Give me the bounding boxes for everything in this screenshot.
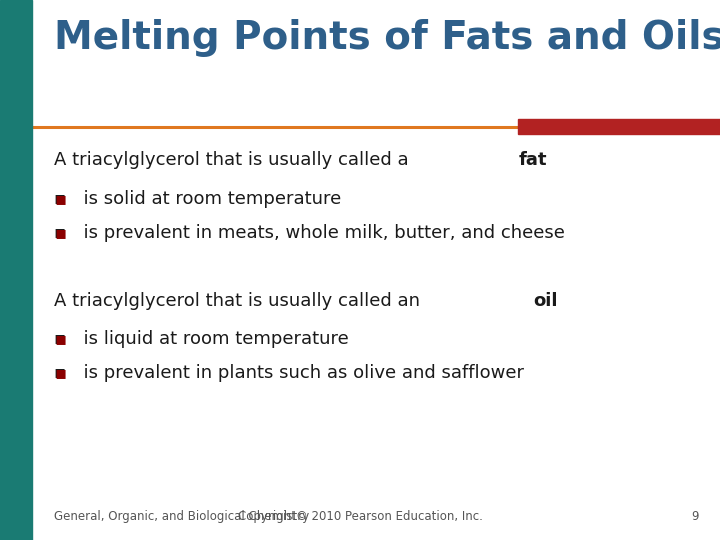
Text: Copyright© 2010 Pearson Education, Inc.: Copyright© 2010 Pearson Education, Inc. bbox=[238, 510, 482, 523]
Text: oil: oil bbox=[534, 292, 558, 309]
Text: ▪   is liquid at room temperature: ▪ is liquid at room temperature bbox=[54, 330, 348, 348]
Text: fat: fat bbox=[519, 151, 547, 169]
Text: A triacylglycerol that is usually called a: A triacylglycerol that is usually called… bbox=[54, 151, 415, 169]
Text: ▪: ▪ bbox=[54, 190, 66, 208]
Bar bbox=[518, 119, 720, 134]
Text: ▪   is prevalent in plants such as olive and safflower: ▪ is prevalent in plants such as olive a… bbox=[54, 364, 524, 382]
Text: ▪   is prevalent in meats, whole milk, butter, and cheese: ▪ is prevalent in meats, whole milk, but… bbox=[54, 224, 565, 241]
Text: ▪   is solid at room temperature: ▪ is solid at room temperature bbox=[54, 190, 341, 208]
Text: 9: 9 bbox=[691, 510, 698, 523]
Text: Melting Points of Fats and Oils: Melting Points of Fats and Oils bbox=[54, 19, 720, 57]
Text: ▪: ▪ bbox=[54, 330, 66, 348]
Bar bbox=[0, 0, 32, 540]
Text: A triacylglycerol that is usually called an: A triacylglycerol that is usually called… bbox=[54, 292, 426, 309]
Text: General, Organic, and Biological Chemistry: General, Organic, and Biological Chemist… bbox=[54, 510, 310, 523]
Text: ▪: ▪ bbox=[54, 364, 66, 382]
Text: ▪: ▪ bbox=[54, 224, 66, 241]
